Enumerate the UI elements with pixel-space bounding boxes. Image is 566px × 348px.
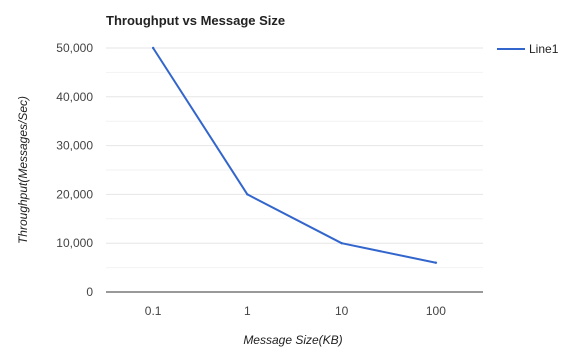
y-tick-labels: 0 10,000 20,000 30,000 40,000 50,000 xyxy=(56,41,93,299)
y-tick-label: 20,000 xyxy=(56,187,93,201)
x-tick-labels: 0.1 1 10 100 xyxy=(145,304,446,318)
legend-label: Line1 xyxy=(529,42,559,56)
data-point[interactable] xyxy=(340,242,343,245)
y-axis-label: Throughput(Messages/Sec) xyxy=(16,96,30,244)
y-tick-label: 50,000 xyxy=(56,41,93,55)
series-line[interactable] xyxy=(152,47,437,264)
y-tick-label: 10,000 xyxy=(56,236,93,250)
y-tick-label: 0 xyxy=(86,285,93,299)
y-tick-label: 30,000 xyxy=(56,139,93,153)
x-tick-label: 10 xyxy=(335,304,349,318)
x-tick-label: 1 xyxy=(244,304,251,318)
x-tick-label: 100 xyxy=(426,304,446,318)
data-point[interactable] xyxy=(246,193,249,196)
data-point[interactable] xyxy=(151,46,155,50)
x-tick-label: 0.1 xyxy=(145,304,162,318)
series-lines xyxy=(151,46,438,264)
gridlines xyxy=(106,47,483,293)
legend[interactable]: Line1 xyxy=(497,42,559,56)
chart-title: Throughput vs Message Size xyxy=(106,13,285,28)
x-axis-label: Message Size(KB) xyxy=(243,333,342,347)
y-tick-label: 40,000 xyxy=(56,90,93,104)
data-point[interactable] xyxy=(434,261,438,264)
